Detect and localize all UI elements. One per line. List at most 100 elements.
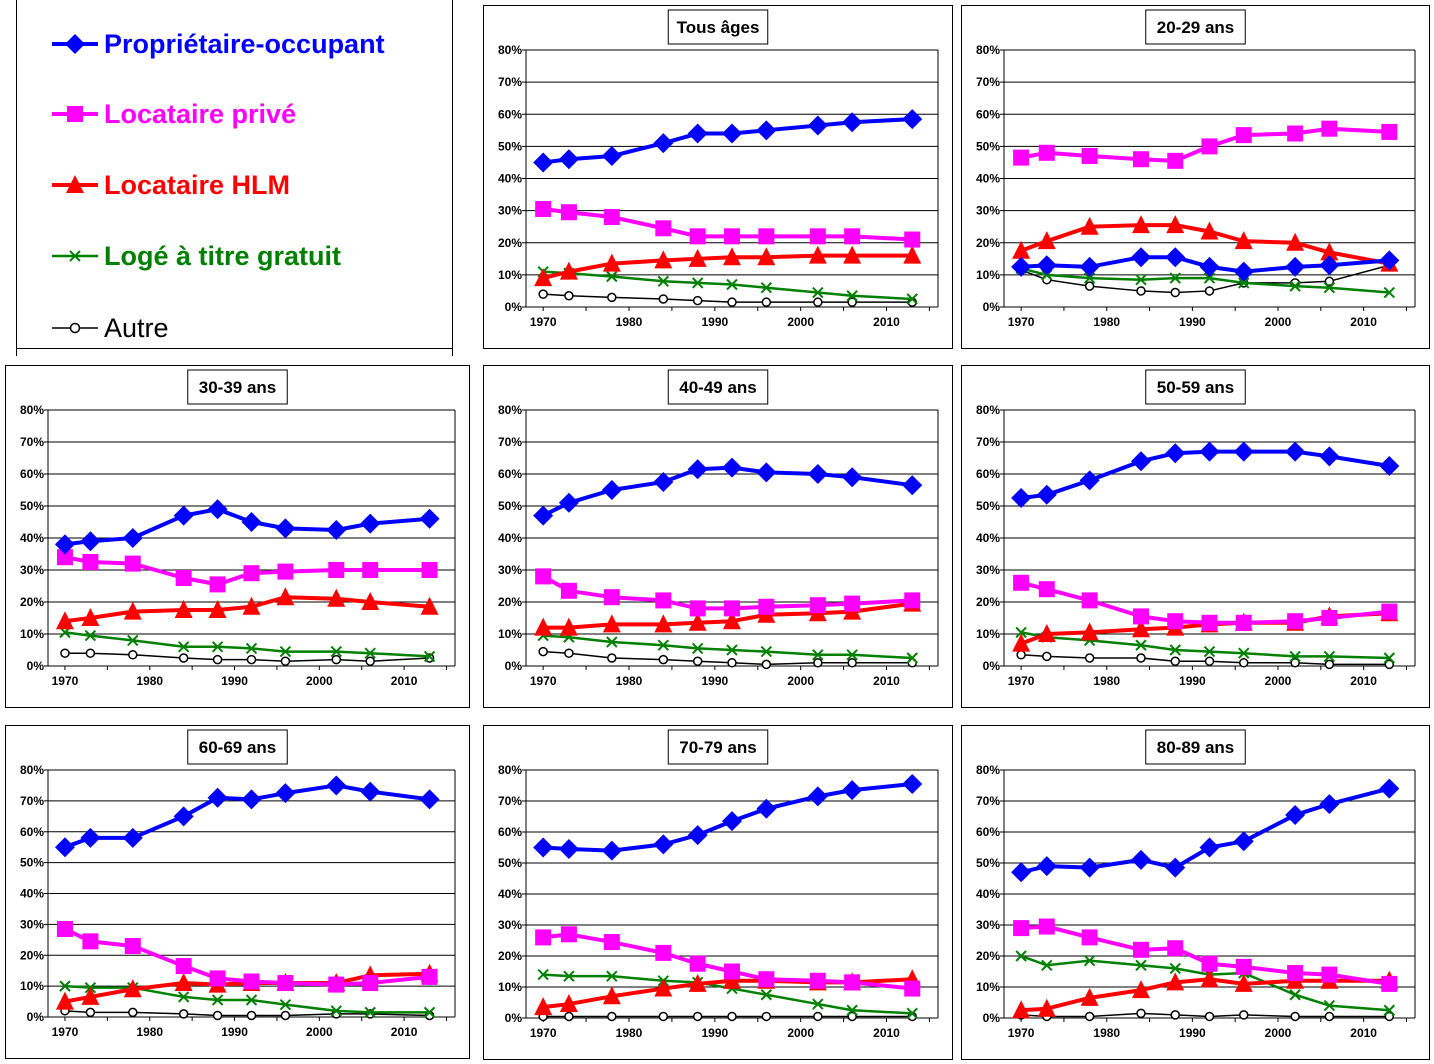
data-point xyxy=(724,963,740,980)
data-point xyxy=(533,152,554,173)
x-tick-label: 1970 xyxy=(52,1025,79,1039)
data-point xyxy=(1167,152,1184,169)
series-line xyxy=(543,634,913,660)
data-point xyxy=(606,970,618,982)
data-point xyxy=(726,278,738,291)
data-point xyxy=(559,617,578,636)
chart-panel: 0% 10% 20% 30% 40% 50% 60% 70% 80% 1970 1980 1990 20… xyxy=(483,725,953,1060)
data-point xyxy=(1166,972,1185,991)
data-point xyxy=(1170,656,1180,666)
series-line xyxy=(542,465,913,518)
series-proprietaire xyxy=(1011,778,1400,883)
data-point xyxy=(177,991,190,1003)
data-point xyxy=(534,268,553,287)
data-point xyxy=(331,654,342,665)
y-tick-label: 50% xyxy=(976,499,1000,513)
series-loge-gratuit xyxy=(537,265,918,305)
chart-title-box xyxy=(1145,729,1246,765)
y-tick-label: 70% xyxy=(976,435,1000,449)
data-point xyxy=(1131,451,1151,472)
data-point xyxy=(727,658,737,668)
data-point xyxy=(81,986,100,1005)
y-tick-label: 10% xyxy=(498,268,522,282)
data-point xyxy=(653,472,674,492)
data-point xyxy=(807,786,828,807)
data-point xyxy=(847,1011,857,1022)
line-chart: 0% 10% 20% 30% 40% 50% 60% 70% 80% 1970 1980 1990 20… xyxy=(20,729,456,1039)
data-point xyxy=(1165,857,1186,878)
data-point xyxy=(904,980,921,997)
data-point xyxy=(209,970,226,987)
chart-legend: Propriétaire-occupant Locataire privé Lo… xyxy=(0,0,468,356)
data-point xyxy=(1037,998,1056,1017)
x-tick-label: 2010 xyxy=(1350,1026,1377,1040)
data-point xyxy=(1233,831,1254,852)
chart-panel: 0% 10% 20% 30% 40% 50% 60% 70% 80% 1970 1980 1990 20… xyxy=(5,725,470,1059)
y-tick-label: 0% xyxy=(27,1010,45,1024)
x-tick-label: 1980 xyxy=(1093,1026,1120,1040)
data-point xyxy=(362,562,379,578)
data-point xyxy=(658,1011,669,1022)
chart-panel: 0% 10% 20% 30% 40% 50% 60% 70% 80% 1970 1980 1990 20… xyxy=(961,365,1430,708)
y-tick-label: 30% xyxy=(498,204,522,218)
series-line xyxy=(64,927,430,987)
data-point xyxy=(558,839,579,860)
chart-title-box xyxy=(667,9,769,45)
data-point xyxy=(723,611,741,630)
data-point xyxy=(757,247,776,266)
y-tick-label: 40% xyxy=(976,531,1000,545)
data-point xyxy=(1132,215,1150,234)
data-point xyxy=(533,505,554,526)
series-locataire-prive xyxy=(535,201,921,248)
data-point xyxy=(904,592,921,609)
data-point xyxy=(807,464,828,484)
data-point xyxy=(1383,286,1396,299)
data-point xyxy=(722,811,742,832)
data-point xyxy=(724,600,740,617)
series-line xyxy=(1021,255,1390,274)
data-point xyxy=(809,597,826,614)
data-point xyxy=(1235,958,1252,975)
data-point xyxy=(813,1011,823,1022)
data-point xyxy=(1131,849,1151,870)
data-point xyxy=(534,617,553,636)
data-point xyxy=(1290,1011,1300,1022)
y-tick-label: 70% xyxy=(20,794,44,808)
series-loge-gratuit xyxy=(537,968,918,1020)
data-point xyxy=(364,647,376,659)
series-line xyxy=(1020,223,1390,266)
data-point xyxy=(174,973,193,992)
series-line xyxy=(543,650,913,666)
data-point xyxy=(655,592,672,609)
data-point xyxy=(1320,242,1339,261)
data-point xyxy=(56,549,73,566)
series-line xyxy=(64,1010,430,1017)
data-point xyxy=(243,565,260,582)
data-point xyxy=(327,588,346,607)
data-point xyxy=(842,112,863,133)
data-point xyxy=(277,975,294,992)
legend-frame-tick xyxy=(16,348,17,356)
data-point xyxy=(1169,272,1181,284)
y-tick-label: 70% xyxy=(20,435,44,449)
data-point xyxy=(906,1007,918,1020)
x-tick-label: 1980 xyxy=(136,674,163,688)
data-point xyxy=(1169,644,1181,656)
x-tick-label: 2000 xyxy=(787,1026,814,1040)
data-point xyxy=(692,656,703,666)
data-point xyxy=(844,595,861,612)
data-point xyxy=(687,123,708,144)
x-tick-label: 1990 xyxy=(701,315,728,329)
legend-item-loge-gratuit: Logé à titre gratuit xyxy=(50,236,341,276)
data-point xyxy=(208,600,227,618)
data-point xyxy=(1235,127,1252,144)
data-point xyxy=(212,654,223,665)
data-point xyxy=(280,1010,291,1021)
data-point xyxy=(279,998,292,1011)
data-point xyxy=(360,513,381,534)
data-point xyxy=(1204,656,1215,666)
data-point xyxy=(328,976,345,993)
y-tick-label: 40% xyxy=(976,887,1000,901)
data-point xyxy=(1079,857,1100,878)
data-point xyxy=(812,998,824,1010)
